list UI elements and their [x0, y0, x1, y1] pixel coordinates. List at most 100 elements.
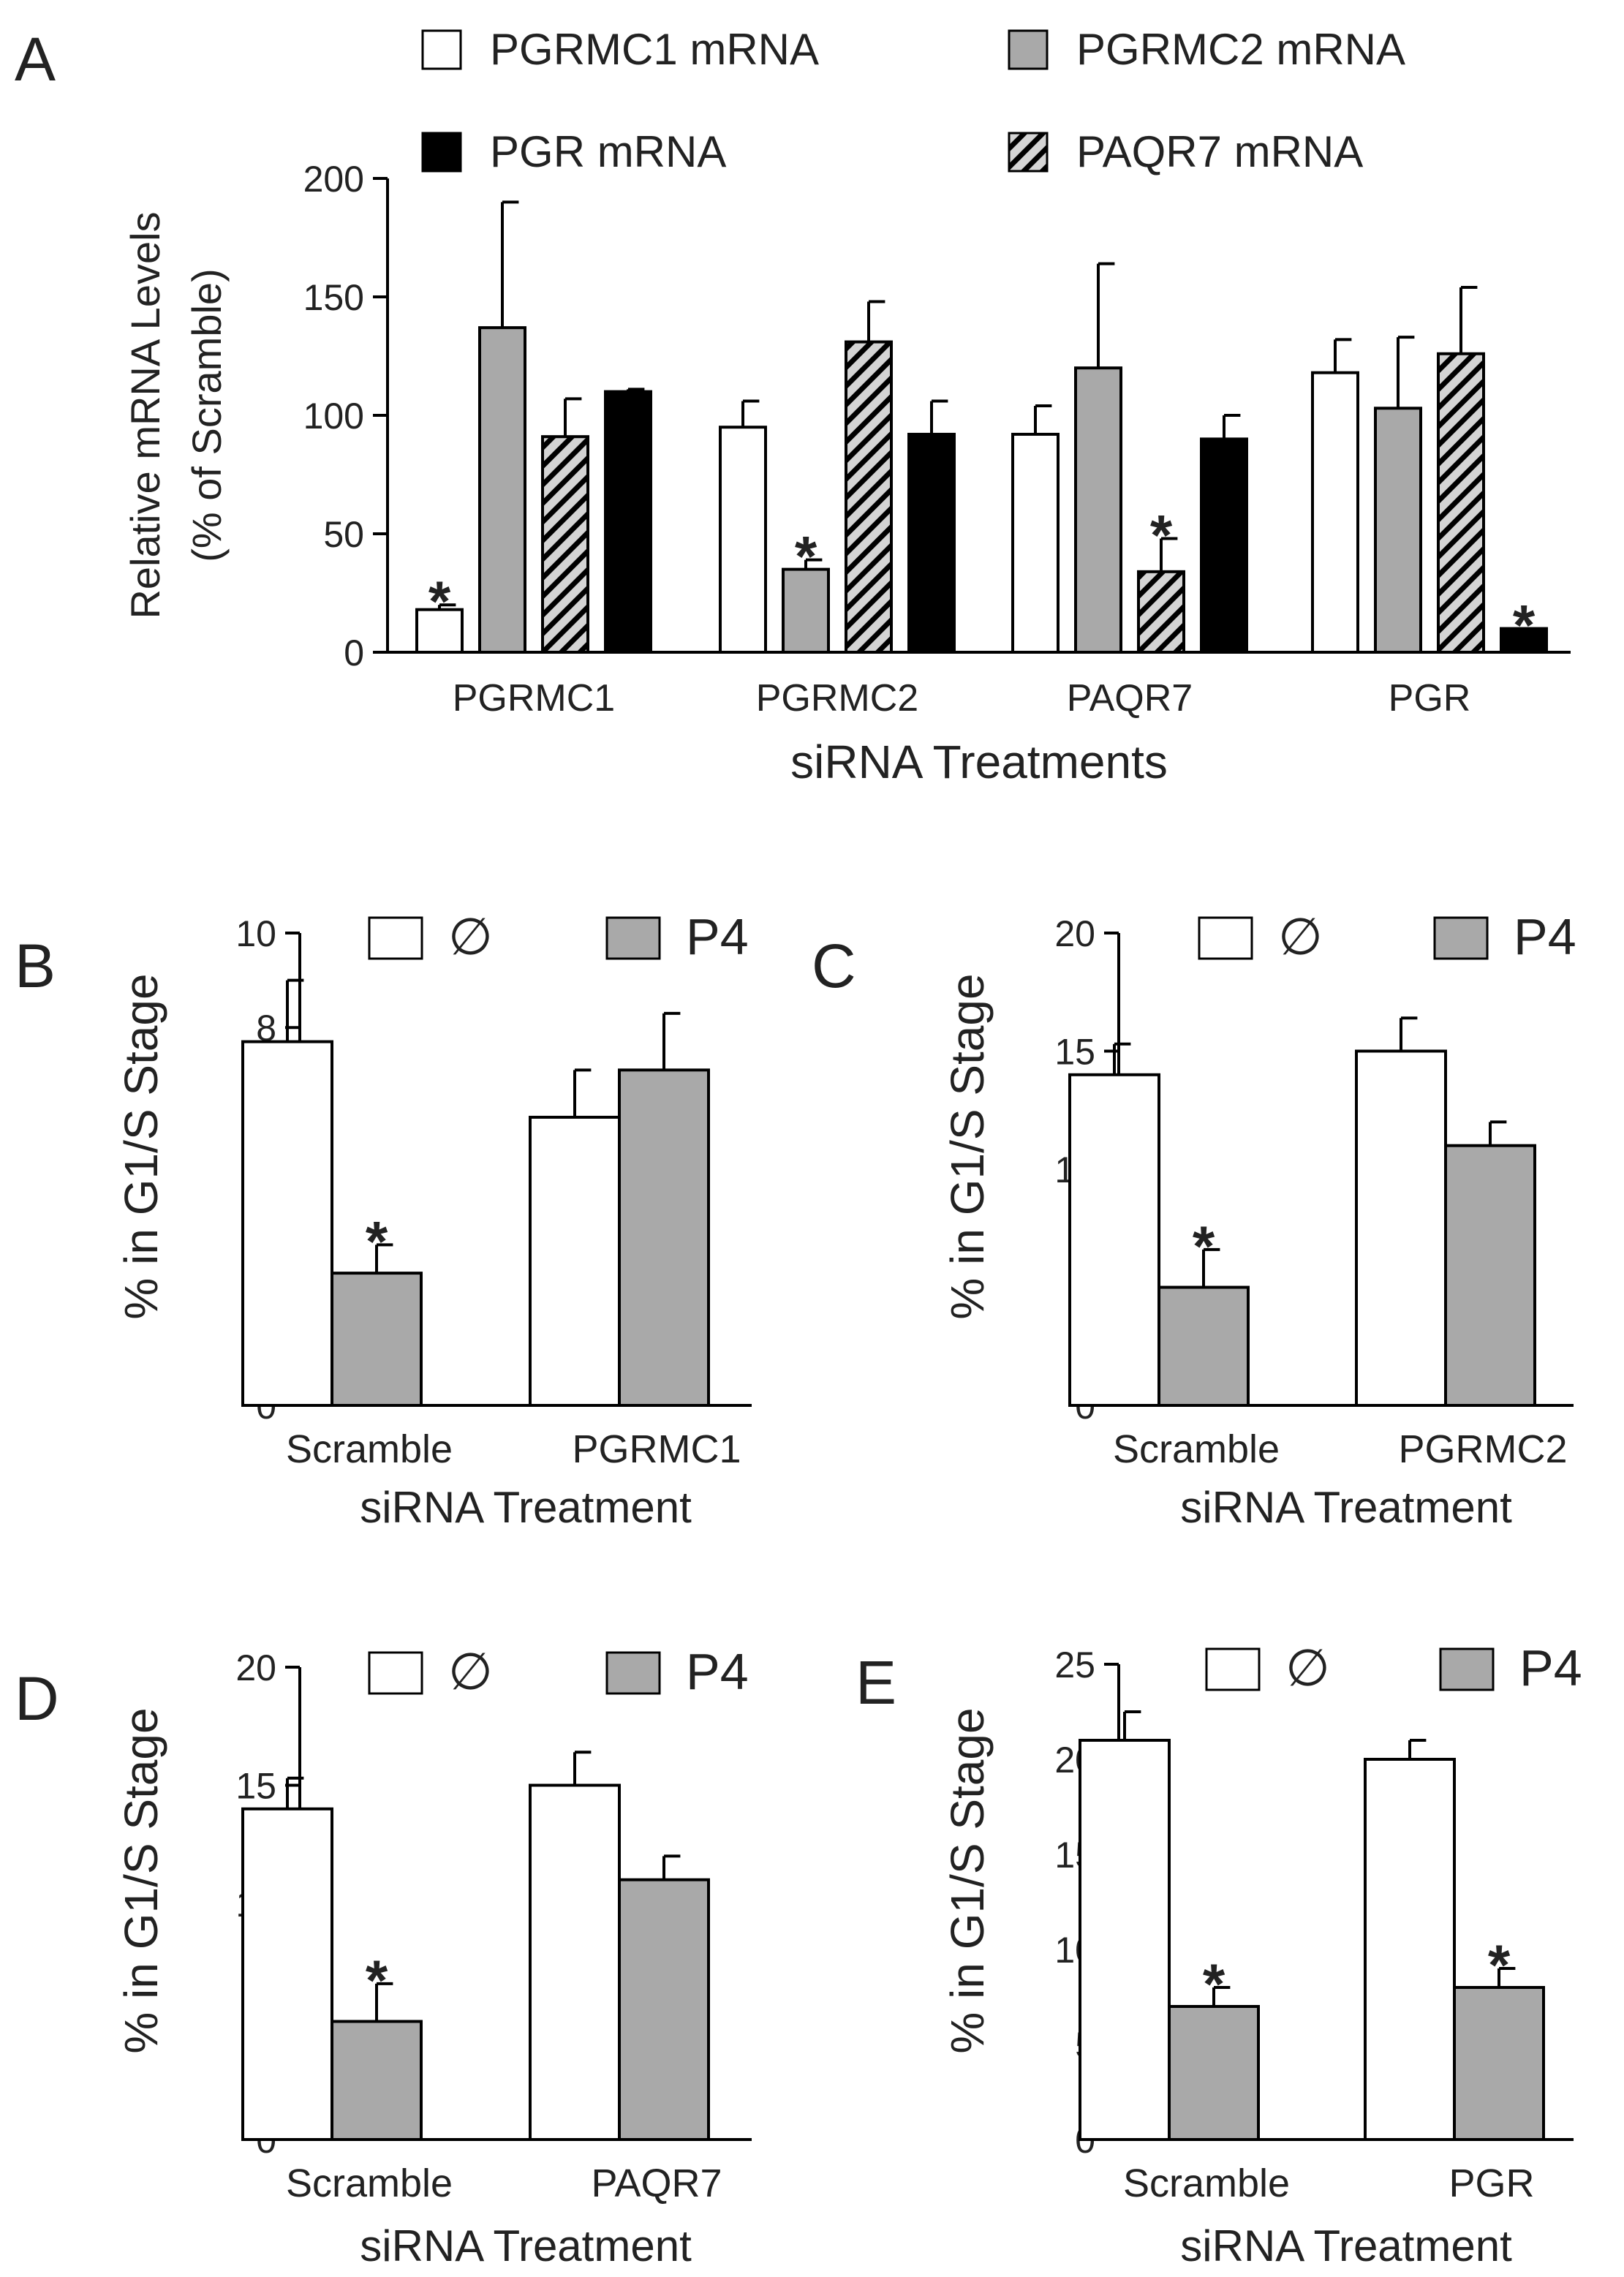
panel-letter: D — [15, 1664, 59, 1733]
category-label: Scramble — [286, 2161, 453, 2205]
significance-marker: * — [795, 524, 817, 589]
y-axis-label: % in G1/S Stage — [941, 1707, 994, 2053]
legend-swatch — [1433, 916, 1489, 960]
bar — [1311, 371, 1359, 654]
y-tick-label: 15 — [235, 1766, 276, 1807]
significance-marker: * — [1193, 1214, 1215, 1278]
category-label: PAQR7 — [591, 2161, 722, 2205]
y-tick-label: 15 — [1054, 1032, 1095, 1073]
bar — [415, 608, 464, 654]
bar — [618, 1068, 710, 1407]
category-label: Scramble — [1123, 2161, 1290, 2205]
bar — [1453, 1986, 1545, 2141]
category-label: Scramble — [1113, 1427, 1280, 1471]
legend-swatch — [1198, 916, 1253, 960]
bar — [1079, 1739, 1171, 2141]
bar — [1444, 1144, 1536, 1407]
bar — [845, 340, 893, 654]
y-tick-label: 20 — [1054, 913, 1095, 954]
legend-label: P4 — [1519, 1639, 1582, 1696]
bar — [1074, 366, 1122, 654]
panel-a: A 0 50 100 150 200 Relative mRNA Levels (% of S… — [15, 25, 1571, 788]
panel-letter: E — [856, 1648, 896, 1717]
bar — [719, 426, 767, 654]
legend-swatch — [605, 916, 661, 960]
bar — [1355, 1049, 1447, 1407]
x-axis-label: siRNA Treatment — [360, 1483, 692, 1532]
bar — [1374, 407, 1422, 654]
y-tick-label: 20 — [235, 1647, 276, 1688]
legend-swatch — [1008, 132, 1049, 173]
bar — [1137, 570, 1185, 654]
x-axis-label: siRNA Treatment — [1180, 2221, 1512, 2270]
bar — [529, 1783, 621, 2141]
y-tick-label: 150 — [303, 277, 364, 318]
y-axis-label: Relative mRNA Levels — [122, 211, 168, 619]
significance-marker: * — [1203, 1952, 1225, 2016]
panel-letter: A — [15, 25, 56, 94]
bar — [1011, 432, 1060, 654]
category-label: PGR — [1449, 2161, 1534, 2205]
significance-marker: * — [1488, 1933, 1511, 1997]
category-label: PGRMC1 — [453, 677, 615, 720]
bar — [907, 432, 956, 654]
bar — [529, 1115, 621, 1407]
legend-swatch — [368, 916, 423, 960]
category-label: PGRMC2 — [756, 677, 918, 720]
legend-label: ∅ — [1278, 908, 1323, 965]
bar — [1437, 352, 1485, 654]
y-tick-label: 200 — [303, 159, 364, 200]
category-label: PAQR7 — [1067, 677, 1193, 720]
bar — [331, 2020, 423, 2141]
bar — [1500, 627, 1548, 654]
bar — [1168, 2005, 1260, 2141]
y-tick-label: 0 — [344, 632, 364, 673]
category-label: PGR — [1389, 677, 1471, 720]
bar — [1068, 1073, 1160, 1408]
panel-letter: C — [812, 932, 856, 1000]
category-label: Scramble — [286, 1427, 453, 1471]
y-axis-label-sub: (% of Scramble) — [184, 268, 230, 562]
legend-label: PGRMC2 mRNA — [1076, 25, 1405, 74]
legend-label: PGR mRNA — [490, 127, 726, 176]
panel-letter: B — [15, 932, 56, 1000]
bar — [618, 1878, 710, 2141]
legend-label: P4 — [1514, 908, 1576, 965]
legend-swatch — [1439, 1647, 1495, 1691]
bar — [604, 390, 652, 654]
bar — [478, 326, 526, 654]
y-tick-label: 25 — [1054, 1644, 1095, 1685]
significance-marker: * — [428, 569, 451, 633]
legend-swatch — [1008, 29, 1049, 70]
x-axis-label: siRNA Treatment — [360, 2221, 692, 2270]
bar — [331, 1272, 423, 1407]
y-tick-label: 50 — [323, 514, 364, 555]
legend-swatch — [421, 132, 462, 173]
bar — [541, 435, 589, 654]
legend-label: PAQR7 mRNA — [1076, 127, 1363, 176]
bar — [241, 1040, 333, 1407]
significance-marker: * — [1513, 593, 1536, 657]
bar — [241, 1807, 333, 2142]
legend-swatch — [605, 1651, 661, 1695]
significance-marker: * — [1150, 502, 1173, 567]
significance-marker: * — [366, 1948, 388, 2012]
category-label: PGRMC2 — [1398, 1427, 1567, 1471]
x-axis-label: siRNA Treatments — [790, 736, 1168, 788]
significance-marker: * — [366, 1209, 388, 1273]
y-tick-label: 10 — [235, 913, 276, 954]
y-axis-label: % in G1/S Stage — [941, 973, 994, 1319]
legend-label: P4 — [686, 908, 749, 965]
legend-swatch — [368, 1651, 423, 1695]
legend-label: ∅ — [1285, 1639, 1330, 1696]
x-axis-label: siRNA Treatment — [1180, 1483, 1512, 1532]
bar — [1157, 1285, 1250, 1407]
category-label: PGRMC1 — [572, 1427, 741, 1471]
y-axis-label: % in G1/S Stage — [115, 973, 167, 1319]
legend-label: P4 — [686, 1643, 749, 1700]
legend-label: ∅ — [448, 1643, 493, 1700]
